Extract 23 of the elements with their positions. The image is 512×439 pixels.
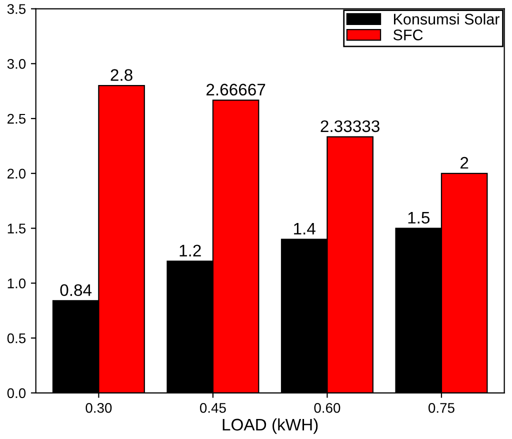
y-tick-label: 3.0 bbox=[7, 58, 26, 69]
x-tick-label: 0.75 bbox=[428, 402, 454, 413]
data-label: 1.2 bbox=[180, 244, 201, 256]
data-label: 2.8 bbox=[110, 69, 132, 81]
y-tick-label: 2.0 bbox=[8, 168, 26, 179]
data-label: 1.5 bbox=[408, 212, 430, 224]
x-tick-label: 0.60 bbox=[314, 402, 340, 413]
x-tick-label: 0.45 bbox=[200, 402, 226, 413]
x-tick-label: 0.30 bbox=[86, 402, 112, 413]
y-tick-label: 2.5 bbox=[8, 114, 26, 124]
y-tick-label: 1.0 bbox=[8, 278, 26, 288]
x-axis-title: LOAD (kWH) bbox=[222, 418, 318, 434]
legend-label: SFC bbox=[393, 30, 423, 40]
data-label: 2 bbox=[460, 156, 468, 169]
y-tick-label: 3.5 bbox=[7, 4, 26, 14]
y-tick-label: 1.5 bbox=[8, 224, 26, 234]
data-label: 0.84 bbox=[60, 284, 92, 296]
y-tick-label: 0.0 bbox=[7, 388, 26, 398]
data-label: 2.66667 bbox=[206, 84, 266, 96]
data-label: 2.33333 bbox=[320, 120, 380, 132]
legend-label: Konsumsi Solar bbox=[394, 13, 500, 25]
data-label: 1.4 bbox=[294, 222, 316, 234]
y-tick-label: 0.5 bbox=[7, 333, 26, 344]
